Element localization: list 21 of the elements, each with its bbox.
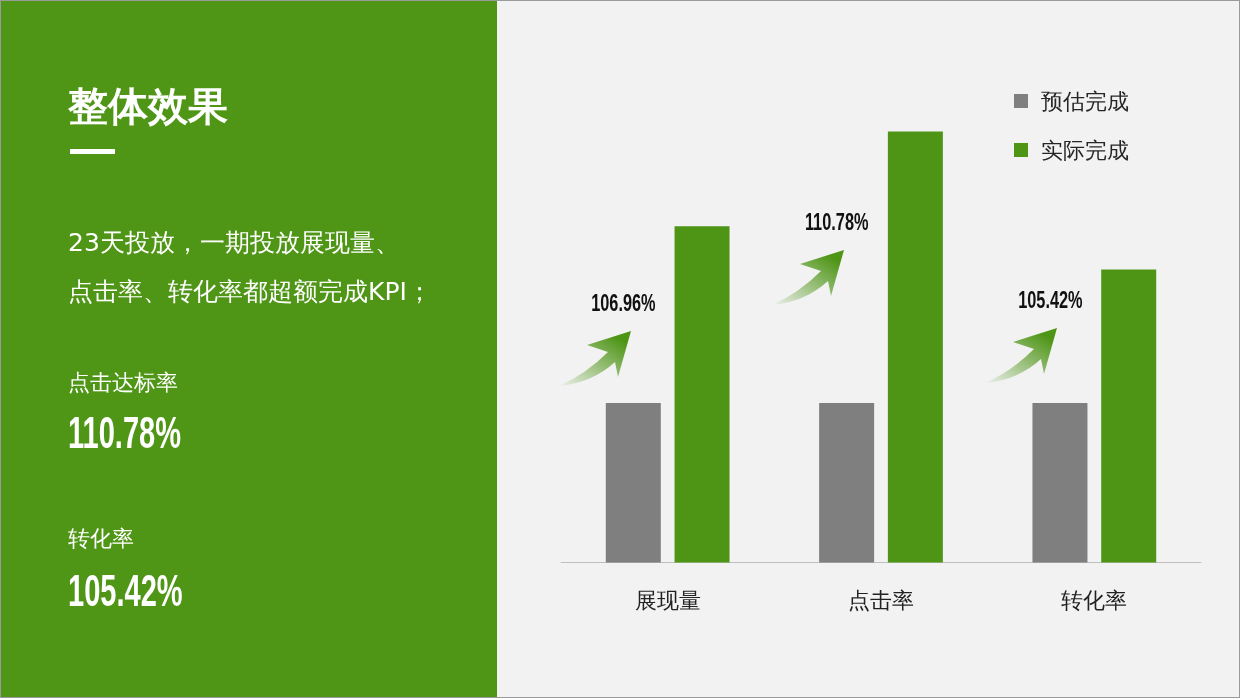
bar bbox=[605, 403, 661, 563]
bar bbox=[1032, 403, 1088, 563]
legend-label: 预估完成 bbox=[1041, 88, 1129, 114]
annotation: 110.78% bbox=[805, 208, 869, 235]
bar bbox=[887, 131, 943, 563]
bar bbox=[1101, 269, 1157, 563]
annotation: 106.96% bbox=[591, 289, 656, 316]
text: 110.78% bbox=[68, 406, 182, 459]
annotation: 105.42% bbox=[1018, 286, 1083, 313]
bar bbox=[674, 226, 730, 563]
text: 105.42% bbox=[68, 564, 183, 617]
bar bbox=[819, 403, 875, 563]
text: 23天投放，一期投放展现量、 bbox=[68, 228, 400, 258]
x-tick-label: 转化率 bbox=[1061, 588, 1128, 613]
text: 转化率 bbox=[68, 526, 134, 552]
text: 点击率、转化率都超额完成KPI； bbox=[68, 277, 432, 307]
legend-label: 实际完成 bbox=[1041, 137, 1129, 163]
x-tick-label: 展现量 bbox=[634, 588, 701, 613]
text: 整体效果 bbox=[68, 82, 228, 130]
text: 点击达标率 bbox=[68, 370, 178, 396]
x-tick-label: 点击率 bbox=[848, 588, 914, 613]
